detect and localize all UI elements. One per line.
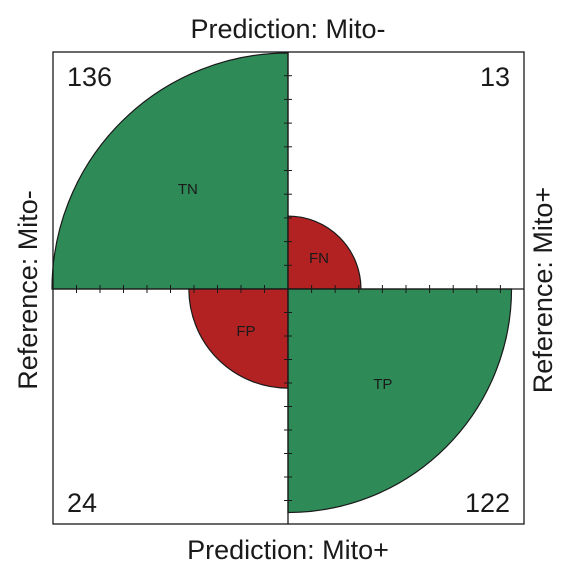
left-label: Reference: Mito- (13, 190, 43, 390)
sector-tp (287, 288, 513, 514)
right-label: Reference: Mito+ (528, 187, 558, 393)
top-label: Prediction: Mito- (190, 14, 385, 44)
count-tp: 122 (465, 488, 510, 518)
count-fp: 24 (67, 488, 97, 518)
count-tn: 136 (67, 62, 112, 92)
sector-fp (188, 288, 289, 389)
sector-group (51, 52, 513, 514)
axes-group (52, 51, 525, 525)
cell-label-fp: FP (236, 323, 255, 340)
sector-fn (287, 215, 362, 290)
cell-label-tn: TN (178, 181, 198, 198)
count-fn: 13 (480, 62, 510, 92)
bottom-label: Prediction: Mito+ (187, 535, 389, 565)
cell-label-tp: TP (373, 376, 392, 393)
sector-tn (51, 52, 289, 290)
cell-label-group: TN 136 FN 13 FP 24 TP 122 (67, 62, 510, 518)
cell-label-fn: FN (309, 250, 329, 267)
